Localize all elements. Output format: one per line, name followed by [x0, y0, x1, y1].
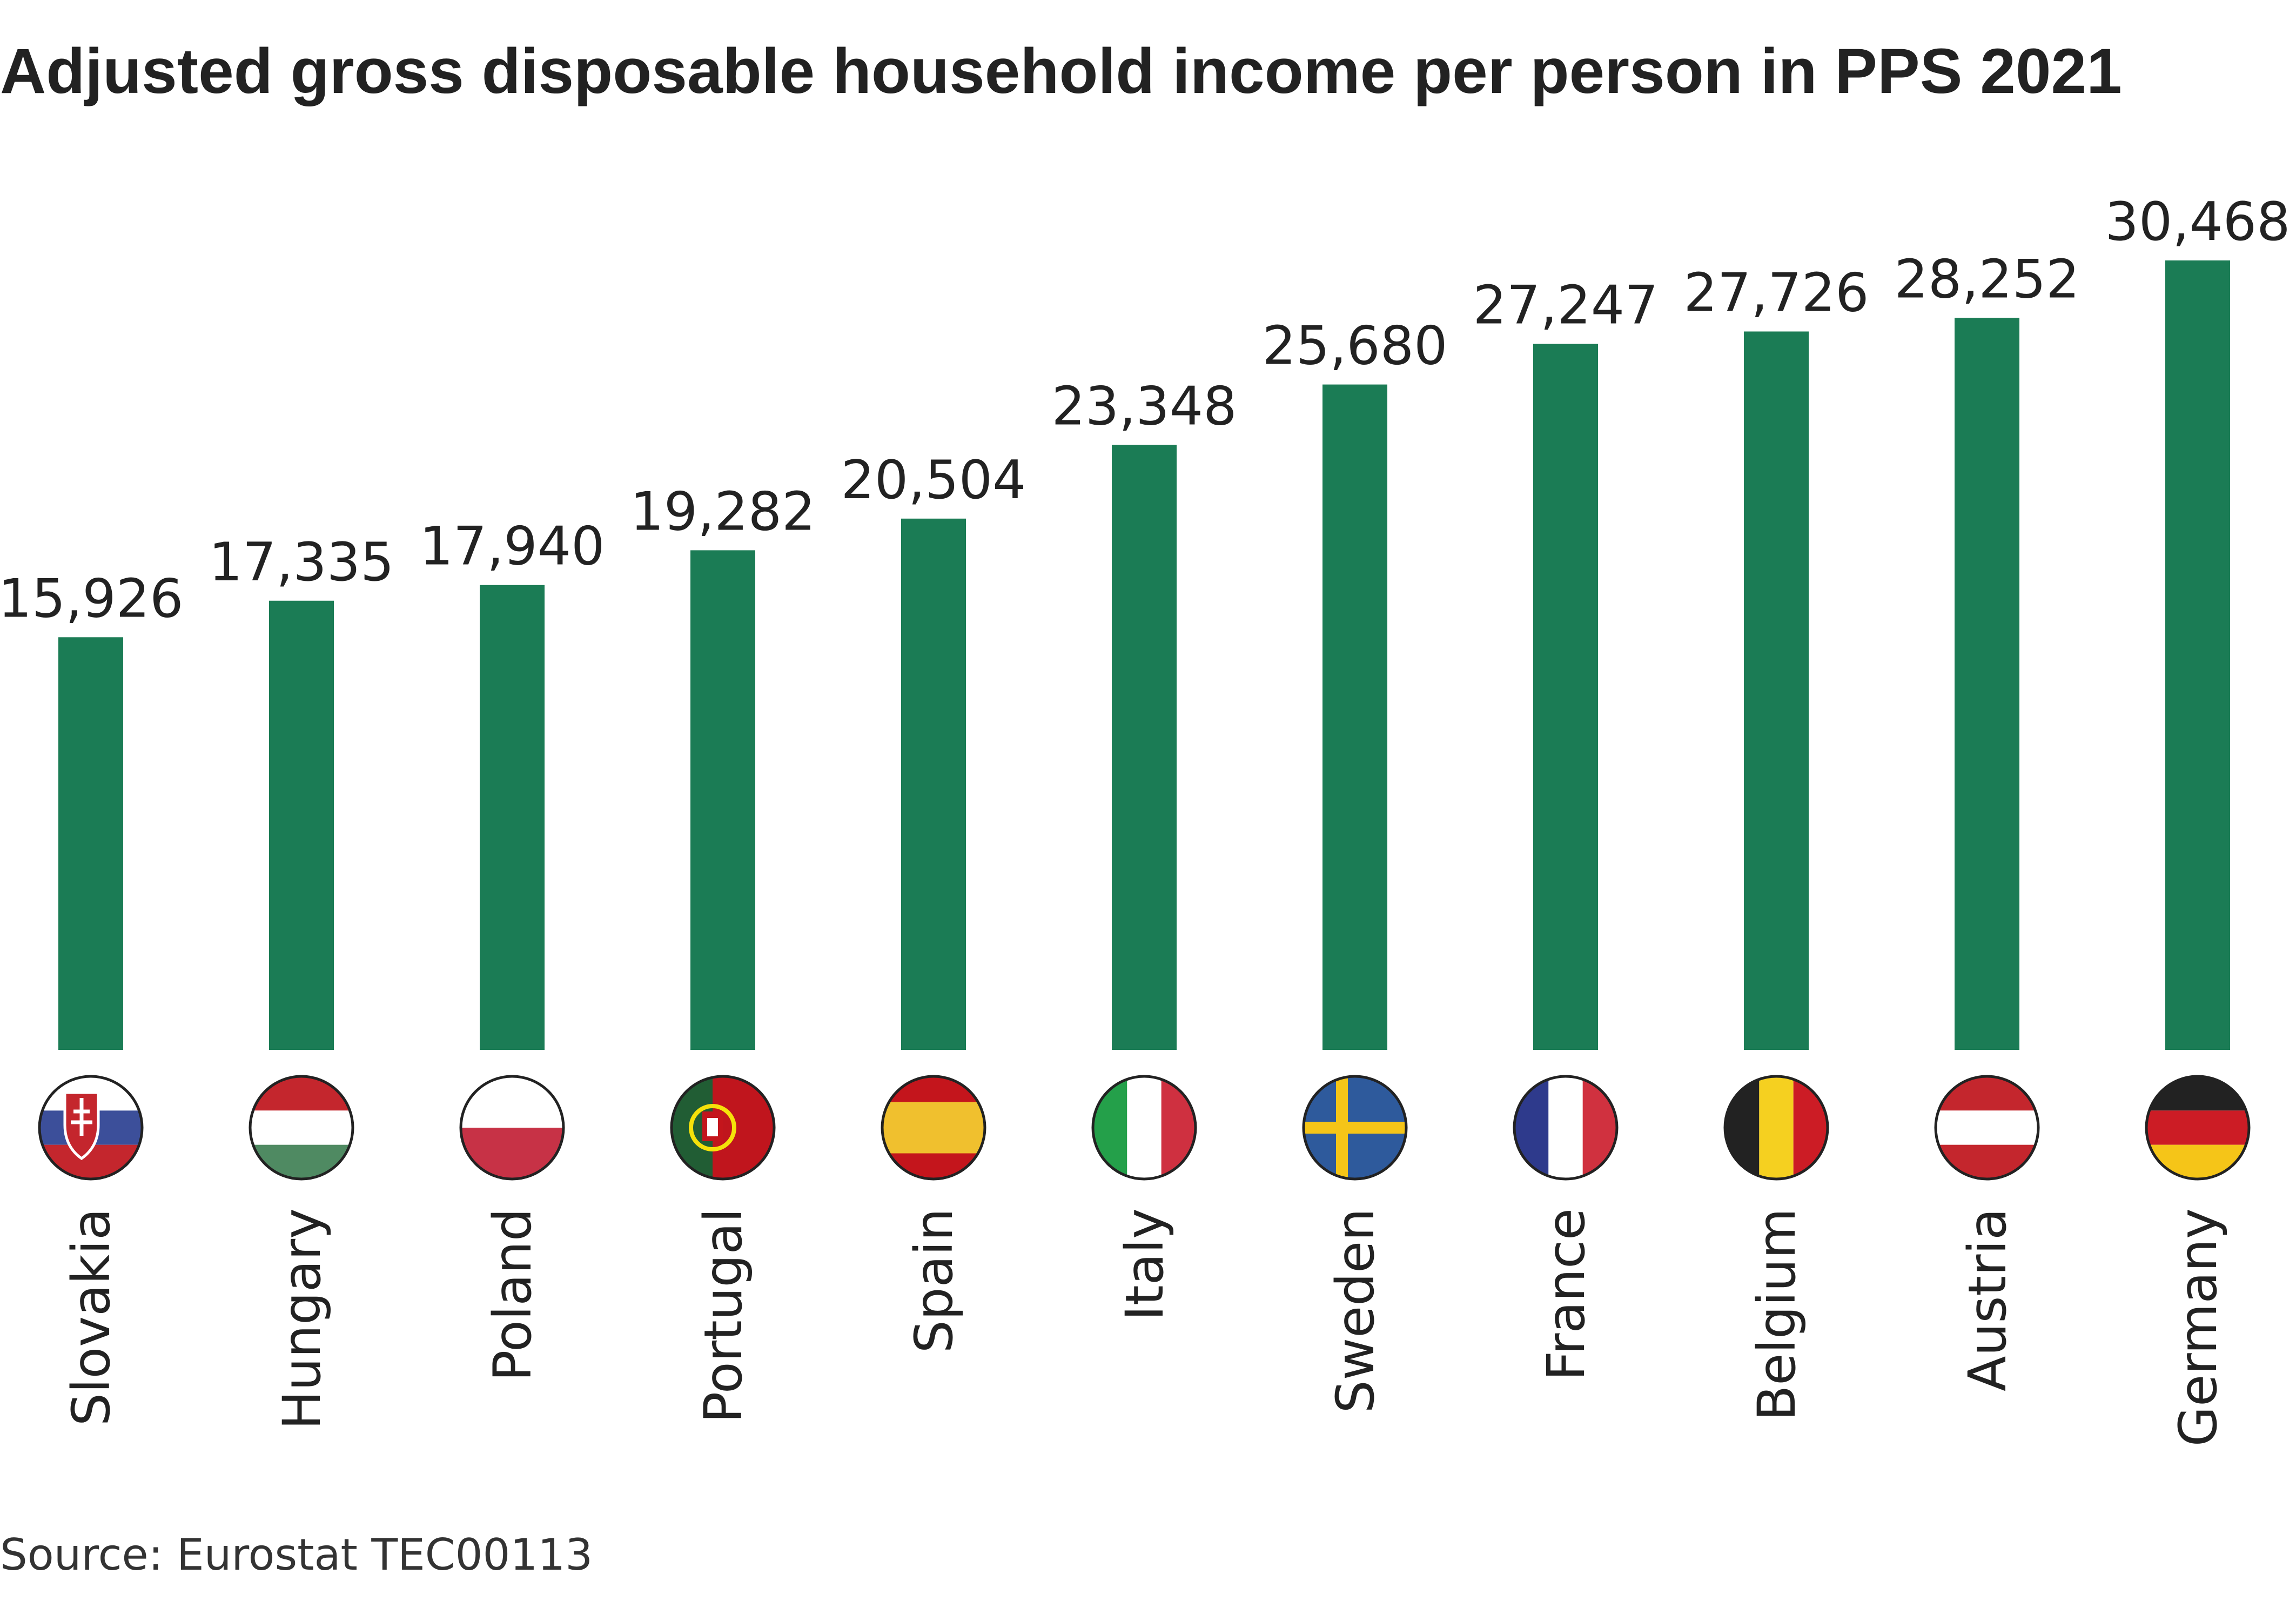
value-label: 19,282: [630, 481, 816, 542]
bar-germany: [2165, 260, 2230, 1050]
bar-italy: [1112, 445, 1177, 1050]
flag-border: [2145, 1075, 2251, 1181]
value-label: 25,680: [1263, 316, 1448, 377]
category-label: Spain: [904, 1208, 964, 1353]
flag-border: [881, 1075, 986, 1181]
flag-border: [459, 1075, 565, 1181]
flag-border: [1513, 1075, 1619, 1181]
bar-belgium: [1744, 331, 1809, 1050]
value-label: 28,252: [1895, 249, 2080, 310]
bar-austria: [1955, 318, 2019, 1050]
bar-poland: [480, 585, 545, 1050]
category-label: Slovakia: [61, 1208, 122, 1426]
value-label: 27,247: [1473, 274, 1659, 336]
flag-border: [670, 1075, 776, 1181]
bar-hungary: [269, 600, 334, 1050]
category-label: Italy: [1115, 1208, 1175, 1321]
category-label: Austria: [1957, 1208, 2018, 1391]
category-label: Portugal: [693, 1208, 754, 1423]
flag-border: [1091, 1075, 1197, 1181]
value-label: 30,468: [2105, 191, 2291, 253]
flag-border: [1302, 1075, 1408, 1181]
value-label: 15,926: [0, 568, 183, 629]
category-label: France: [1536, 1208, 1596, 1381]
value-label: 23,348: [1052, 376, 1237, 437]
category-label: Belgium: [1747, 1208, 1807, 1421]
source-note: Source: Eurostat TEC00113: [0, 1530, 593, 1580]
flag-border: [1934, 1075, 2040, 1181]
category-label: Hungary: [272, 1208, 332, 1430]
bar-france: [1533, 344, 1598, 1050]
bar-spain: [901, 518, 966, 1050]
value-label: 27,726: [1684, 262, 1869, 324]
bar-slovakia: [58, 637, 123, 1050]
bar-sweden: [1322, 384, 1387, 1050]
value-label: 17,335: [209, 532, 394, 593]
category-label: Sweden: [1325, 1208, 1386, 1413]
bar-portugal: [690, 550, 755, 1050]
category-label: Germany: [2168, 1208, 2228, 1446]
category-label: Poland: [482, 1208, 543, 1381]
value-label: 20,504: [841, 450, 1026, 511]
flag-border: [249, 1075, 354, 1181]
flag-border: [38, 1075, 144, 1181]
flag-border: [1723, 1075, 1829, 1181]
value-label: 17,940: [420, 516, 605, 578]
sweden-flag-icon: [1304, 1076, 1406, 1179]
chart-title: Adjusted gross disposable household inco…: [0, 36, 2122, 107]
